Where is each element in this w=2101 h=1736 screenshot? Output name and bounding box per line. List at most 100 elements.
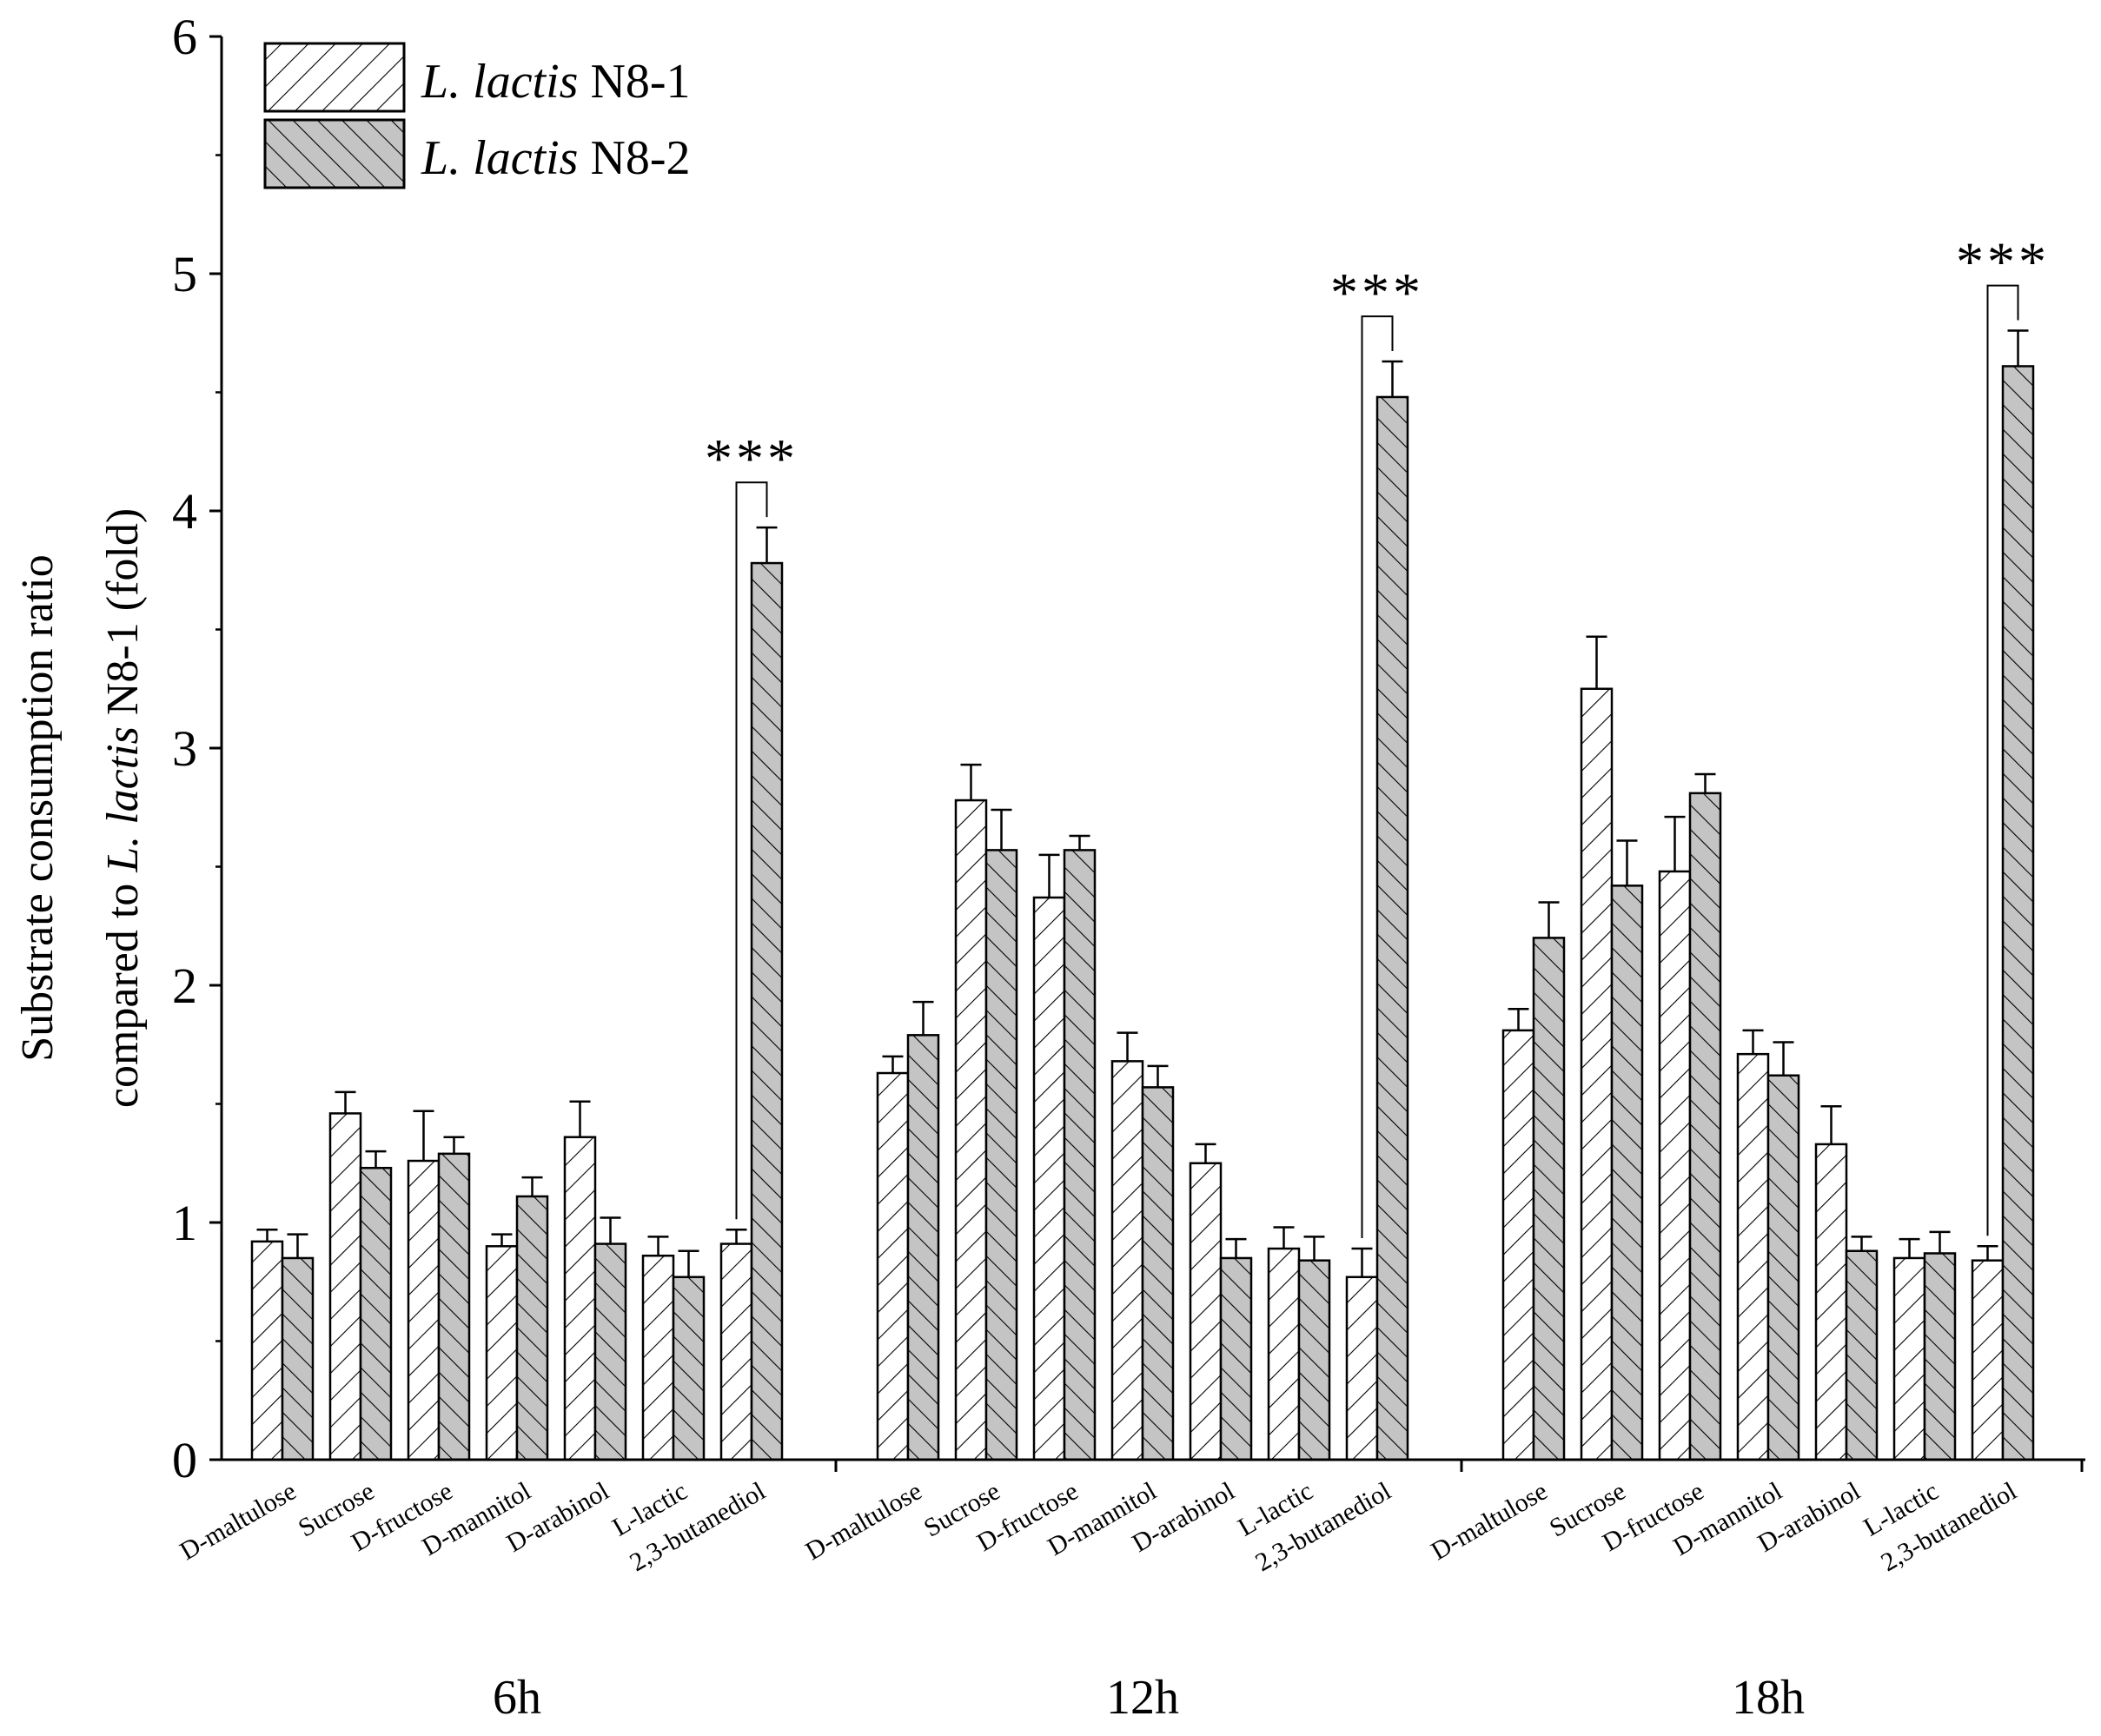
error-bar-18h-d-mannitol-n8-2 xyxy=(1773,1041,1794,1076)
error-bar-6h-d-maltulose-n8-1 xyxy=(256,1228,278,1242)
bar-12h-d-arabinol-n8-2 xyxy=(1219,1256,1253,1461)
axes: 0 1 2 3 4 5 6 xyxy=(172,9,2085,1488)
error-bar-12h-d-fructose-n8-1 xyxy=(1038,853,1060,898)
bar-18h-d-maltulose-n8-1 xyxy=(1501,1029,1535,1461)
significance-bracket-18h: *** xyxy=(1956,231,2050,1236)
bar-6h-d-mannitol-n8-2 xyxy=(515,1195,549,1461)
error-bar-12h-sucrose-n8-1 xyxy=(960,763,982,801)
bar-6h-sucrose-n8-2 xyxy=(359,1166,393,1461)
error-bar-18h-d-maltulose-n8-1 xyxy=(1508,1008,1529,1030)
error-bar-18h-d-maltulose-n8-2 xyxy=(1538,901,1560,938)
error-bars xyxy=(256,329,2029,1277)
error-bar-6h-d-fructose-n8-1 xyxy=(413,1110,434,1162)
bar-18h-d-arabinol-n8-1 xyxy=(1814,1143,1848,1461)
bar-18h-d-arabinol-n8-2 xyxy=(1845,1249,1879,1461)
error-bar-12h-l-lactic-n8-1 xyxy=(1273,1226,1295,1249)
error-bar-18h-d-arabinol-n8-1 xyxy=(1820,1104,1842,1144)
y-tick-label-1: 1 xyxy=(172,1195,197,1251)
error-bar-18h-d-arabinol-n8-2 xyxy=(1851,1236,1872,1251)
y-axis-label-line1: Substrate consumption ratio xyxy=(13,554,63,1061)
bar-6h-d-maltulose-n8-1 xyxy=(250,1240,284,1461)
bar-12h-d-maltulose-n8-2 xyxy=(906,1034,940,1461)
bar-12h-d-mannitol-n8-2 xyxy=(1141,1086,1175,1461)
y-tick-label-2: 2 xyxy=(172,957,197,1014)
error-bar-12h-d-maltulose-n8-1 xyxy=(882,1055,904,1074)
error-bar-6h-d-mannitol-n8-2 xyxy=(521,1176,543,1196)
bar-18h-l-lactic-n8-1 xyxy=(1892,1256,1926,1461)
error-bar-18h-2-3-butanediol-n8-2 xyxy=(2007,329,2029,367)
error-bar-18h-d-fructose-n8-2 xyxy=(1694,772,1716,793)
bar-12h-d-maltulose-n8-1 xyxy=(876,1071,910,1461)
bar-6h-l-lactic-n8-2 xyxy=(672,1275,706,1461)
bar-18h-d-fructose-n8-1 xyxy=(1658,870,1692,1461)
legend-swatch-n8-2 xyxy=(263,118,406,189)
bar-12h-2-3-butanediol-n8-1 xyxy=(1345,1275,1379,1461)
plot-area: *** *** *** 0 1 2 3 4 5 6 D-maltuloseSucroseD-fr… xyxy=(172,9,2085,1725)
y-tick-label-4: 4 xyxy=(172,483,197,540)
bar-18h-2-3-butanediol-n8-2 xyxy=(2001,365,2035,1461)
bar-6h-sucrose-n8-1 xyxy=(328,1112,362,1461)
error-bar-6h-2-3-butanediol-n8-2 xyxy=(756,526,778,564)
bar-6h-2-3-butanediol-n8-2 xyxy=(750,561,784,1461)
bars xyxy=(250,365,2035,1461)
error-bar-18h-d-fructose-n8-1 xyxy=(1664,815,1686,871)
bar-18h-l-lactic-n8-2 xyxy=(1923,1252,1957,1461)
bar-18h-d-mannitol-n8-1 xyxy=(1736,1052,1770,1461)
legend: L. lactis N8-1 L. lactis N8-2 xyxy=(263,42,691,189)
error-bar-12h-d-arabinol-n8-1 xyxy=(1195,1143,1216,1163)
error-bar-12h-d-fructose-n8-2 xyxy=(1069,834,1090,851)
bar-18h-d-maltulose-n8-2 xyxy=(1532,937,1566,1461)
y-tick-label-5: 5 xyxy=(172,246,197,302)
legend-swatch-n8-1 xyxy=(263,42,406,113)
bar-18h-d-mannitol-n8-2 xyxy=(1766,1074,1800,1461)
error-bar-6h-l-lactic-n8-2 xyxy=(678,1249,699,1277)
bar-12h-sucrose-n8-1 xyxy=(954,798,988,1461)
bar-18h-d-fructose-n8-2 xyxy=(1688,792,1722,1461)
error-bar-12h-d-mannitol-n8-1 xyxy=(1117,1031,1138,1062)
significance-stars-18h: *** xyxy=(1956,231,2050,293)
error-bar-6h-l-lactic-n8-1 xyxy=(647,1236,669,1256)
bar-6h-d-fructose-n8-2 xyxy=(437,1152,471,1461)
significance-annotations: *** *** *** xyxy=(705,231,2050,1239)
error-bar-18h-l-lactic-n8-1 xyxy=(1899,1237,1920,1258)
error-bar-18h-d-mannitol-n8-1 xyxy=(1742,1029,1764,1055)
bar-6h-d-mannitol-n8-1 xyxy=(485,1245,519,1461)
error-bar-12h-sucrose-n8-2 xyxy=(991,808,1012,851)
error-bar-6h-d-mannitol-n8-1 xyxy=(491,1233,513,1247)
bar-6h-2-3-butanediol-n8-1 xyxy=(719,1242,753,1461)
bar-18h-sucrose-n8-2 xyxy=(1610,885,1644,1461)
y-axis-label-line2: compared to L. lactis N8-1 (fold) xyxy=(98,508,148,1108)
bar-6h-l-lactic-n8-1 xyxy=(641,1254,675,1461)
y-tick-label-0: 0 xyxy=(172,1432,197,1488)
error-bar-18h-2-3-butanediol-n8-1 xyxy=(1977,1245,1998,1261)
error-bar-6h-d-fructose-n8-2 xyxy=(443,1136,465,1154)
bar-6h-d-arabinol-n8-2 xyxy=(593,1242,627,1461)
error-bar-6h-d-arabinol-n8-2 xyxy=(600,1216,621,1244)
bar-6h-d-maltulose-n8-2 xyxy=(281,1256,315,1461)
error-bar-18h-sucrose-n8-1 xyxy=(1586,635,1607,689)
error-bar-6h-d-maltulose-n8-2 xyxy=(287,1233,308,1258)
error-bar-6h-2-3-butanediol-n8-1 xyxy=(726,1228,747,1244)
legend-label-n8-1: L. lactis N8-1 xyxy=(421,55,691,109)
bar-12h-d-arabinol-n8-1 xyxy=(1189,1162,1223,1461)
bar-18h-sucrose-n8-1 xyxy=(1580,687,1614,1461)
error-bar-12h-l-lactic-n8-2 xyxy=(1303,1236,1325,1261)
significance-stars-12h: *** xyxy=(1330,262,1424,323)
x-tick-labels: D-maltuloseSucroseD-fructoseD-mannitolD-… xyxy=(176,1476,2022,1725)
error-bar-6h-sucrose-n8-2 xyxy=(365,1150,387,1169)
legend-label-n8-2: L. lactis N8-2 xyxy=(421,131,691,185)
x-tick-label-18h-d-maltulose: D-maltulose xyxy=(1427,1476,1553,1566)
significance-bracket-6h: *** xyxy=(705,427,799,1220)
significance-stars-6h: *** xyxy=(705,427,799,489)
x-tick-label-12h-d-maltulose: D-maltulose xyxy=(801,1476,927,1566)
bar-6h-d-arabinol-n8-1 xyxy=(563,1136,597,1461)
bar-12h-d-fructose-n8-1 xyxy=(1032,896,1066,1461)
error-bar-12h-d-mannitol-n8-2 xyxy=(1147,1064,1169,1088)
bar-12h-l-lactic-n8-1 xyxy=(1267,1247,1301,1461)
error-bar-18h-sucrose-n8-2 xyxy=(1616,839,1638,886)
bar-12h-2-3-butanediol-n8-2 xyxy=(1375,395,1409,1461)
bar-12h-sucrose-n8-2 xyxy=(984,849,1018,1461)
significance-bracket-12h: *** xyxy=(1330,262,1424,1239)
bar-12h-d-mannitol-n8-1 xyxy=(1110,1060,1144,1461)
